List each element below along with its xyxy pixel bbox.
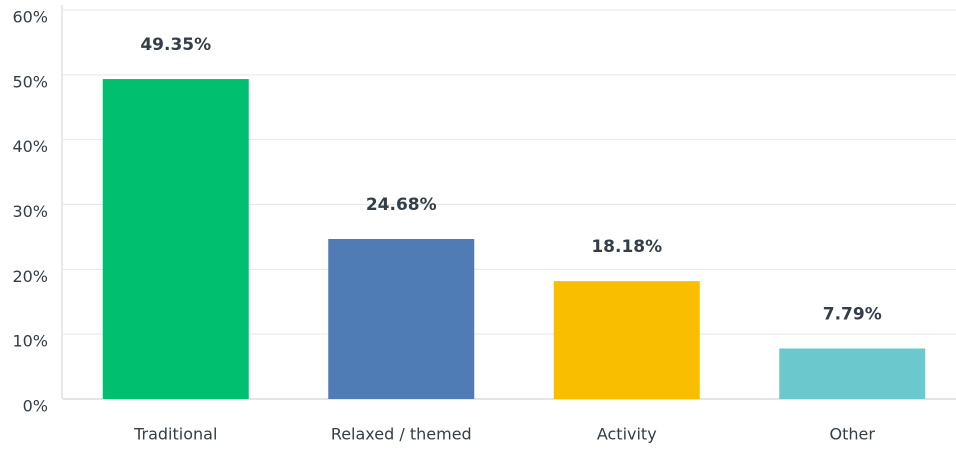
bar [102, 79, 249, 400]
y-tick-label: 10% [12, 332, 48, 351]
value-label: 18.18% [591, 237, 662, 257]
bar [779, 348, 926, 399]
y-tick-label: 0% [23, 397, 48, 416]
y-tick-label: 40% [12, 137, 48, 156]
x-tick-label: Activity [597, 425, 657, 444]
value-label: 49.35% [140, 35, 211, 55]
x-tick-label: Traditional [133, 425, 217, 444]
y-tick-label: 30% [12, 202, 48, 221]
y-tick-label: 20% [12, 267, 48, 286]
y-tick-label: 60% [12, 8, 48, 27]
value-label: 7.79% [823, 304, 882, 324]
bar [553, 281, 700, 399]
bar [328, 238, 475, 399]
x-tick-label: Relaxed / themed [331, 425, 472, 444]
x-tick-label: Other [830, 425, 876, 444]
y-tick-label: 50% [12, 72, 48, 91]
value-label: 24.68% [366, 195, 437, 215]
